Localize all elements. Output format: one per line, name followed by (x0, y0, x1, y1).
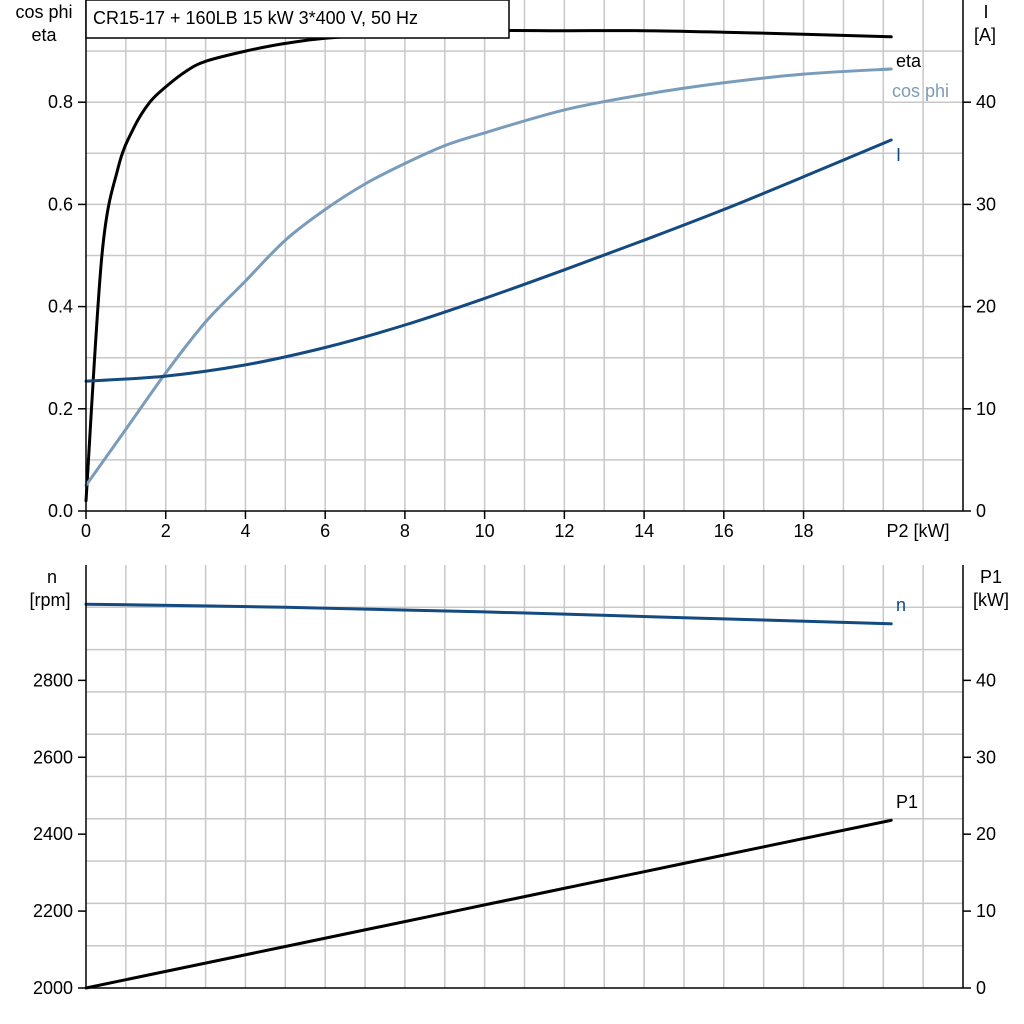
series-line-i (84, 138, 893, 383)
left-tick-label: 0.4 (48, 297, 73, 317)
left-tick-label: 0.0 (48, 501, 73, 521)
series-line-n (84, 602, 893, 626)
x-tick-label: 16 (714, 521, 734, 541)
series-line-cos-phi (84, 67, 893, 487)
chart-title: CR15-17 + 160LB 15 kW 3*400 V, 50 Hz (93, 8, 418, 28)
bottom-chart-series (84, 602, 893, 990)
left-tick-label: 2400 (33, 824, 73, 844)
right-tick-label: 40 (976, 670, 996, 690)
top-chart-grid (86, 0, 963, 511)
x-axis-label: P2 [kW] (886, 521, 949, 541)
top-chart-axes (78, 0, 971, 519)
x-tick-label: 2 (161, 521, 171, 541)
left-tick-label: 2200 (33, 901, 73, 921)
left-tick-label: 0.6 (48, 194, 73, 214)
right-tick-label: 10 (976, 399, 996, 419)
series-label-current: I (896, 145, 901, 165)
bottom-chart-grid (86, 565, 963, 988)
x-tick-label: 12 (554, 521, 574, 541)
top-chart-tick-labels: 0.0 0.2 0.4 0.6 0.8 0 10 20 30 40 0 2 4 6 8 10 12 14 16 18 (48, 92, 996, 541)
right-tick-label: 0 (976, 978, 986, 998)
x-tick-label: 10 (475, 521, 495, 541)
top-chart-series (84, 28, 893, 503)
x-tick-label: 0 (81, 521, 91, 541)
bottom-chart-tick-labels: 2000 2200 2400 2600 2800 0 10 20 30 40 (33, 670, 996, 998)
top-left-axis-label-line1: cos phi (15, 2, 72, 22)
right-tick-label: 20 (976, 824, 996, 844)
bottom-left-axis-label-line1: n (47, 567, 57, 587)
x-tick-label: 6 (320, 521, 330, 541)
right-tick-label: 10 (976, 901, 996, 921)
series-label-p1: P1 (896, 792, 918, 812)
bottom-chart-axes (78, 565, 971, 989)
series-line-p1 (84, 818, 893, 990)
series-line-eta (84, 28, 893, 503)
left-tick-label: 0.8 (48, 92, 73, 112)
series-label-eta: eta (896, 51, 922, 71)
series-label-speed: n (896, 595, 906, 615)
left-tick-label: 2600 (33, 747, 73, 767)
right-tick-label: 20 (976, 297, 996, 317)
right-tick-label: 40 (976, 92, 996, 112)
top-right-axis-label-line2: [A] (974, 25, 996, 45)
bottom-right-axis-label-line2: [kW] (973, 590, 1009, 610)
bottom-left-axis-label-line2: [rpm] (29, 590, 70, 610)
x-tick-label: 14 (634, 521, 654, 541)
bottom-right-axis-label-line1: P1 (980, 567, 1002, 587)
top-right-axis-label-line1: I (983, 2, 988, 22)
top-left-axis-label-line2: eta (31, 25, 57, 45)
x-tick-label: 18 (794, 521, 814, 541)
x-tick-label: 4 (240, 521, 250, 541)
right-tick-label: 30 (976, 747, 996, 767)
left-tick-label: 2000 (33, 978, 73, 998)
x-tick-label: 8 (400, 521, 410, 541)
right-tick-label: 30 (976, 194, 996, 214)
series-label-cos-phi: cos phi (892, 81, 949, 101)
left-tick-label: 0.2 (48, 399, 73, 419)
title-box (85, 0, 510, 39)
right-tick-label: 0 (976, 501, 986, 521)
left-tick-label: 2800 (33, 670, 73, 690)
